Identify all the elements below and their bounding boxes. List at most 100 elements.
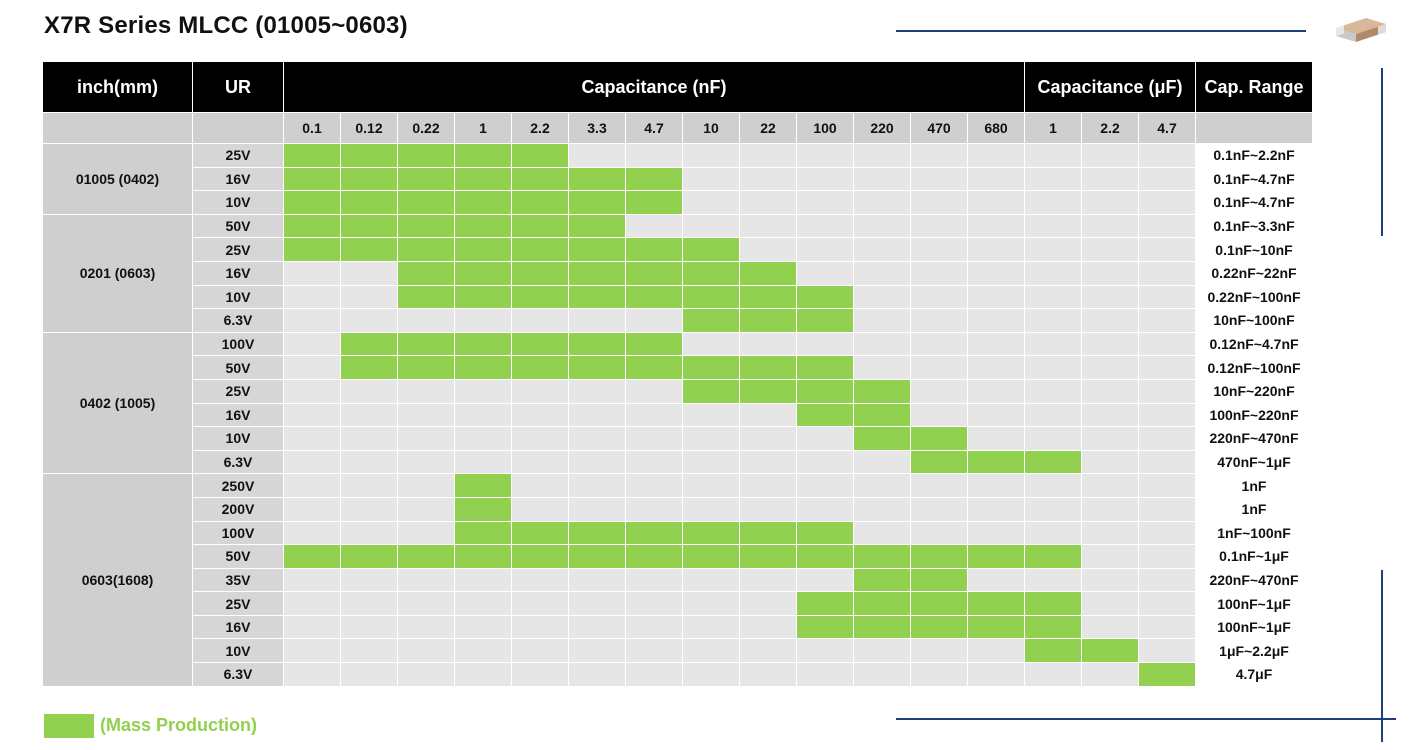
empty-cell (1024, 567, 1082, 593)
empty-cell (910, 402, 968, 428)
mass-production-cell (340, 544, 398, 569)
empty-cell (682, 190, 740, 215)
mass-production-cell (739, 544, 797, 569)
empty-cell (853, 308, 911, 333)
cap-range-cell: 0.1nF~10nF (1195, 237, 1313, 262)
mass-production-cell (454, 143, 512, 168)
mass-production-cell (397, 355, 455, 380)
empty-cell (739, 638, 797, 664)
rated-voltage-cell: 16V (192, 166, 284, 192)
empty-cell (796, 213, 854, 239)
empty-cell (283, 402, 341, 428)
empty-cell (511, 567, 569, 593)
empty-cell (967, 355, 1025, 380)
empty-cell (454, 591, 512, 616)
empty-cell (853, 355, 911, 380)
empty-cell (1024, 426, 1082, 451)
table-row: 16V 100nF~220nF (43, 402, 1313, 428)
empty-cell (283, 614, 341, 640)
empty-cell (1081, 402, 1139, 428)
empty-cell (283, 449, 341, 475)
cap-nf-value: 0.1 (283, 112, 341, 144)
table-row: 6.3V 4.7μF (43, 662, 1313, 687)
empty-cell (397, 638, 455, 664)
empty-cell (1081, 355, 1139, 380)
empty-cell (568, 638, 626, 664)
rated-voltage-cell: 100V (192, 331, 284, 357)
table-row: 50V 0.12nF~100nF (43, 355, 1313, 380)
mass-production-cell (568, 544, 626, 569)
mass-production-cell (340, 213, 398, 239)
empty-cell (511, 473, 569, 498)
mass-production-cell (853, 544, 911, 569)
empty-cell (967, 190, 1025, 215)
empty-cell (1138, 544, 1196, 569)
empty-cell (1138, 402, 1196, 428)
mass-production-cell (910, 449, 968, 475)
cap-range-cell: 100nF~1μF (1195, 614, 1313, 640)
empty-cell (511, 638, 569, 664)
empty-cell (625, 378, 683, 404)
empty-cell (682, 449, 740, 475)
mass-production-cell (511, 520, 569, 546)
rated-voltage-cell: 6.3V (192, 449, 284, 475)
rated-voltage-cell: 50V (192, 213, 284, 239)
empty-cell (397, 473, 455, 498)
mass-production-cell (739, 308, 797, 333)
table-row: 25V 10nF~220nF (43, 378, 1313, 404)
table-row: 16V 100nF~1μF (43, 614, 1313, 640)
empty-cell (853, 237, 911, 262)
table-row: 25V 0.1nF~10nF (43, 237, 1313, 262)
mass-production-cell (454, 520, 512, 546)
mass-production-cell (739, 284, 797, 310)
empty-cell (853, 638, 911, 664)
empty-cell (967, 331, 1025, 357)
empty-cell (283, 520, 341, 546)
empty-cell (1024, 190, 1082, 215)
mass-production-cell (511, 331, 569, 357)
empty-cell (454, 614, 512, 640)
empty-cell (796, 190, 854, 215)
empty-cell (739, 614, 797, 640)
empty-cell (1024, 402, 1082, 428)
cap-range-cell: 0.1nF~2.2nF (1195, 143, 1313, 168)
mass-production-cell (568, 237, 626, 262)
mass-production-cell (1024, 638, 1082, 664)
empty-cell (568, 449, 626, 475)
mass-production-cell (511, 213, 569, 239)
header-size: inch(mm) (42, 61, 193, 113)
empty-cell (1024, 496, 1082, 522)
empty-cell (967, 213, 1025, 239)
mass-production-cell (283, 237, 341, 262)
mass-production-cell (340, 355, 398, 380)
empty-cell (1081, 614, 1139, 640)
mass-production-cell (511, 143, 569, 168)
empty-cell (454, 449, 512, 475)
mass-production-cell (853, 614, 911, 640)
empty-cell (1138, 473, 1196, 498)
mass-production-cell (967, 591, 1025, 616)
empty-cell (340, 449, 398, 475)
empty-cell (625, 591, 683, 616)
blank-cell (42, 112, 193, 144)
mass-production-cell (910, 567, 968, 593)
empty-cell (967, 402, 1025, 428)
mass-production-cell (511, 190, 569, 215)
mass-production-cell (397, 260, 455, 286)
cap-nf-value: 1 (454, 112, 512, 144)
header-cap-uf: Capacitance (μF) (1024, 61, 1196, 113)
empty-cell (625, 473, 683, 498)
legend-label: (Mass Production) (100, 715, 258, 735)
empty-cell (454, 638, 512, 664)
mass-production-cell (682, 284, 740, 310)
empty-cell (682, 402, 740, 428)
empty-cell (1024, 331, 1082, 357)
empty-cell (1138, 567, 1196, 593)
mass-production-cell (1024, 544, 1082, 569)
empty-cell (283, 496, 341, 522)
empty-cell (910, 662, 968, 687)
empty-cell (1081, 260, 1139, 286)
mass-production-cell (454, 213, 512, 239)
mass-production-cell (1024, 449, 1082, 475)
empty-cell (283, 355, 341, 380)
